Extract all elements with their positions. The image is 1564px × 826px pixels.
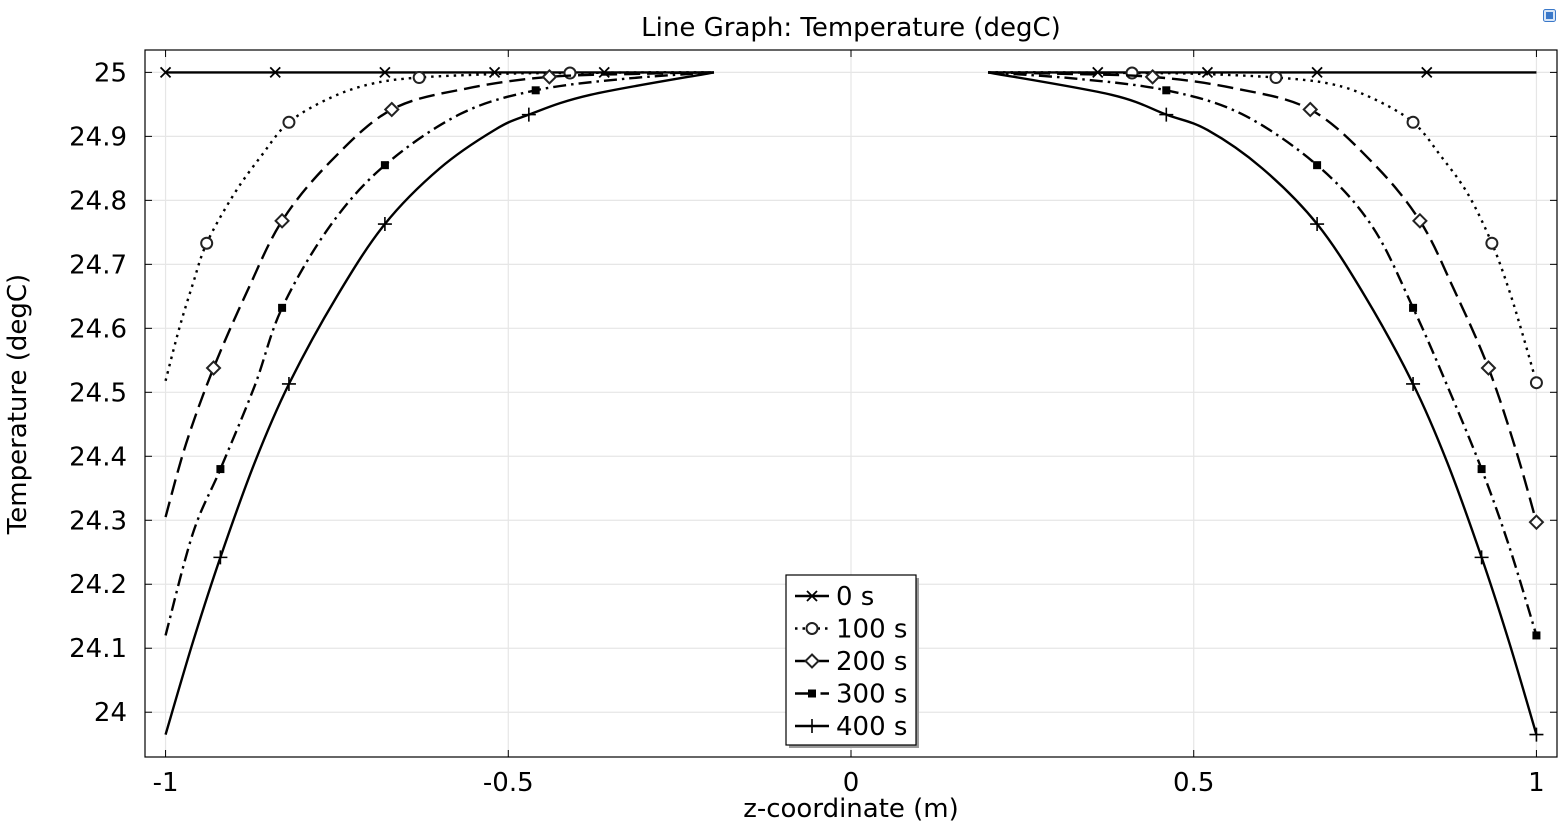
data-point-marker (1159, 107, 1174, 122)
legend-item: 400 s (795, 712, 907, 742)
series-line-right (987, 71, 1538, 735)
plot-window-icon-glyph (1543, 9, 1556, 22)
legend-label: 0 s (836, 582, 874, 612)
series-100-s (164, 66, 1543, 390)
x-axis-ticks: -1 -0.5 0 0.5 1 (153, 50, 1545, 798)
legend-item: 200 s (795, 647, 907, 677)
legend-label: 400 s (836, 712, 907, 742)
legend-label: 300 s (836, 680, 907, 710)
data-point-marker (1406, 376, 1421, 391)
x-tick-label: 0.5 (1173, 768, 1214, 798)
data-point-marker (488, 66, 501, 79)
data-point-marker (274, 212, 291, 229)
data-point-marker (1144, 68, 1161, 85)
legend-label: 200 s (836, 647, 907, 677)
legend-item: 0 s (795, 582, 874, 612)
y-tick-label: 24.2 (69, 570, 127, 600)
data-point-marker (383, 101, 400, 118)
data-point-marker (804, 653, 820, 669)
data-point-marker (1485, 236, 1499, 250)
series-line-left (164, 71, 714, 382)
data-point-marker (379, 66, 391, 79)
x-tick-label: 0 (843, 768, 860, 798)
legend-item: 300 s (795, 680, 907, 710)
y-tick-label: 25 (94, 58, 127, 88)
y-tick-label: 24.5 (69, 378, 127, 408)
data-point-marker (805, 719, 819, 733)
data-point-marker (1421, 66, 1433, 79)
series-line-right (988, 71, 1538, 636)
data-point-marker (380, 161, 389, 170)
x-tick-label: -0.5 (483, 768, 534, 798)
series-400-s (164, 71, 1544, 742)
data-point-marker (412, 71, 426, 85)
y-tick-label: 24.7 (69, 250, 127, 280)
chart-title: Line Graph: Temperature (degC) (641, 13, 1061, 43)
data-point-marker (377, 217, 392, 232)
data-point-marker (205, 360, 222, 376)
data-point-marker (1406, 115, 1420, 129)
data-point-marker (1313, 161, 1322, 170)
data-point-marker (278, 303, 287, 312)
y-axis-label: Temperature (degC) (3, 274, 33, 535)
data-point-marker (805, 622, 819, 635)
series-line-left (164, 71, 715, 735)
data-point-marker (521, 107, 536, 122)
data-point-marker (1529, 376, 1543, 390)
data-point-marker (1162, 86, 1171, 95)
data-point-marker (269, 66, 281, 79)
data-point-marker (1529, 727, 1544, 742)
data-point-marker (1201, 66, 1214, 79)
series-200-s (164, 68, 1545, 531)
data-point-marker (1532, 631, 1541, 640)
y-tick-label: 24 (94, 698, 127, 728)
series-line-right (988, 71, 1538, 384)
x-axis-label: z-coordinate (m) (743, 794, 959, 824)
y-tick-label: 24.6 (69, 314, 127, 344)
y-axis-ticks: 24 24.1 24.2 24.3 24.4 24.5 24.6 24.7 24.8 24.9 25 (69, 58, 1557, 728)
data-point-marker (806, 590, 818, 602)
data-point-marker (1302, 101, 1319, 118)
x-tick-label: -1 (153, 768, 179, 798)
series-line-left (164, 71, 714, 636)
data-point-marker (1310, 217, 1325, 232)
data-point-marker (541, 68, 558, 85)
data-point-marker (1311, 66, 1323, 79)
data-point-marker (200, 236, 214, 250)
data-point-marker (808, 689, 816, 698)
data-point-marker (159, 66, 172, 79)
data-point-marker (1480, 360, 1497, 376)
y-tick-label: 24.3 (69, 506, 127, 536)
data-point-marker (1269, 71, 1283, 85)
series-line-right (988, 71, 1538, 523)
data-point-marker (216, 465, 225, 474)
data-point-marker (1474, 550, 1489, 565)
series-300-s (164, 71, 1541, 640)
data-point-marker (531, 86, 540, 95)
data-point-marker (1092, 66, 1104, 79)
y-tick-label: 24.8 (69, 186, 127, 216)
y-tick-label: 24.4 (69, 442, 127, 472)
data-point-marker (281, 376, 296, 391)
legend-label: 100 s (836, 615, 907, 645)
data-point-marker (213, 550, 228, 565)
series-line-left (164, 71, 714, 518)
series-group (159, 66, 1545, 742)
y-tick-label: 24.1 (69, 634, 127, 664)
legend-item: 100 s (795, 615, 907, 645)
x-tick-label: 1 (1528, 768, 1545, 798)
data-point-marker (1528, 514, 1545, 531)
y-tick-label: 24.9 (69, 122, 127, 152)
plot-window-icon[interactable] (1543, 7, 1556, 22)
data-point-marker (1477, 465, 1486, 474)
data-point-marker (1409, 303, 1418, 312)
data-point-marker (1411, 212, 1428, 229)
data-point-marker (282, 115, 296, 129)
